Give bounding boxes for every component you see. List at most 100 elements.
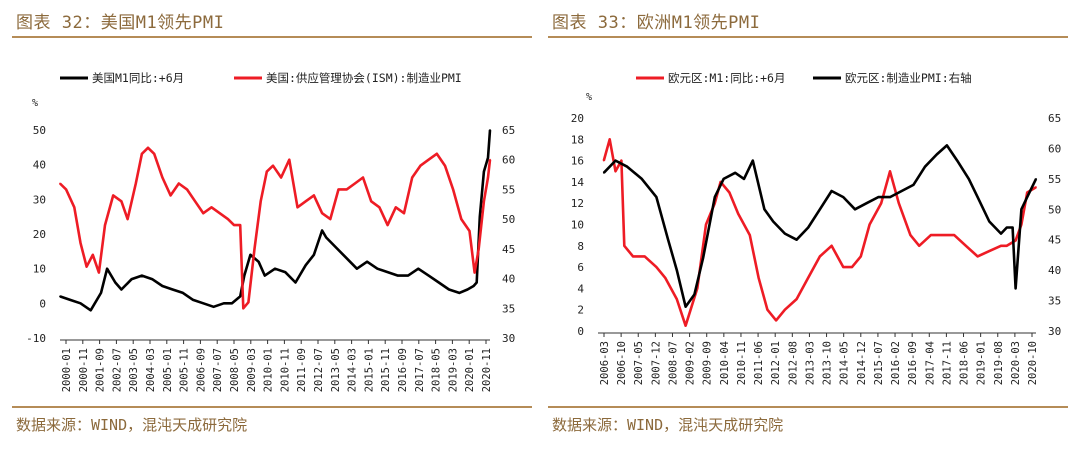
data-point <box>623 244 626 247</box>
data-point <box>222 302 225 305</box>
data-point <box>602 171 605 174</box>
data-point <box>1035 178 1037 180</box>
data-point <box>728 191 731 194</box>
data-point <box>192 299 195 301</box>
data-point <box>1026 196 1029 199</box>
x-tick-label: 2017-04 <box>924 341 936 385</box>
data-point <box>130 278 133 280</box>
data-point <box>854 208 856 211</box>
data-point <box>427 158 430 161</box>
data-point <box>325 236 328 239</box>
chart-area: 美国M1同比:+6月 美国:供应管理协会(ISM):制造业PMI% -10 0 10 20… <box>26 71 515 392</box>
data-point <box>865 202 868 205</box>
data-point <box>345 257 348 260</box>
x-tick-label: 2017-07 <box>414 348 426 392</box>
data-point <box>407 274 409 277</box>
x-tick-label: 2002-07 <box>111 348 123 392</box>
data-point <box>489 158 491 161</box>
data-point <box>257 260 260 263</box>
data-point <box>478 215 481 218</box>
x-tick-label: 2019-03 <box>447 348 459 392</box>
data-point <box>296 206 299 209</box>
data-point <box>313 194 315 197</box>
data-point <box>73 206 76 209</box>
data-point <box>106 267 108 270</box>
data-point <box>757 276 760 279</box>
x-tick-label: 2018-05 <box>431 348 443 392</box>
data-point <box>141 274 143 277</box>
data-point <box>444 164 446 167</box>
x-tick-label: 2012-08 <box>787 341 799 385</box>
data-point <box>483 170 485 173</box>
y-left-tick-label: 8 <box>577 240 584 253</box>
data-point <box>807 276 810 279</box>
data-point <box>448 288 450 291</box>
data-point <box>231 302 233 305</box>
data-point <box>274 267 276 270</box>
data-point <box>946 144 948 147</box>
data-point <box>702 257 704 259</box>
data-point <box>889 196 891 199</box>
x-tick-label: 2009-03 <box>246 348 258 392</box>
y-left-tick-label: 40 <box>33 159 46 172</box>
data-point <box>477 248 480 250</box>
data-point <box>1032 184 1034 186</box>
x-tick-label: 2010-11 <box>736 341 748 385</box>
data-point <box>288 158 291 161</box>
data-point <box>321 229 323 232</box>
data-point <box>419 164 422 167</box>
data-point <box>614 159 617 162</box>
data-point <box>640 178 643 180</box>
data-point <box>956 159 959 162</box>
data-point <box>924 165 926 168</box>
chart-title: 图表 32：美国M1领先PMI <box>16 13 225 33</box>
data-point <box>859 255 862 258</box>
legend-label: 美国M1同比:+6月 <box>92 71 184 85</box>
data-point <box>705 223 707 226</box>
unit-label: % <box>586 92 592 103</box>
data-point <box>104 224 106 227</box>
x-tick-label: 2013-05 <box>330 348 342 392</box>
x-tick-label: 2019-08 <box>993 341 1005 385</box>
y-right-tick-label: 50 <box>502 213 515 226</box>
y-right-tick-label: 45 <box>1048 234 1061 247</box>
data-point <box>889 170 891 173</box>
data-point <box>202 302 205 305</box>
x-tick-label: 2020-01 <box>464 348 476 392</box>
data-point <box>751 159 754 162</box>
data-point <box>763 208 766 211</box>
data-point <box>247 301 250 304</box>
data-point <box>784 308 786 311</box>
y-left-tick-label: 0 <box>577 325 584 338</box>
legend-label: 欧元区:制造业PMI:右轴 <box>845 71 972 85</box>
data-point <box>79 242 82 244</box>
data-point <box>713 196 716 199</box>
x-tick-label: 2006-09 <box>195 348 207 392</box>
data-point <box>98 271 100 274</box>
data-point <box>294 281 297 284</box>
data-point <box>472 285 475 287</box>
data-point <box>202 212 205 215</box>
data-point <box>356 267 358 270</box>
data-point <box>483 200 485 203</box>
unit-label: % <box>32 98 38 109</box>
data-point <box>667 238 669 241</box>
data-point <box>830 244 833 247</box>
chart-panel-right: 图表 33：欧洲M1领先PMI 欧元区:M1:同比:+6月 欧元区:制造业PMI:… <box>548 0 1073 449</box>
series-line <box>59 146 492 310</box>
data-point <box>397 274 399 277</box>
y-left-tick-label: 18 <box>571 133 584 146</box>
data-point <box>489 129 491 131</box>
x-tick-label: 2012-01 <box>770 341 782 385</box>
x-tick-label: 2015-01 <box>363 348 375 392</box>
legend-label: 欧元区:M1:同比:+6月 <box>668 71 785 85</box>
data-point <box>830 190 833 192</box>
chart-panel-left: 图表 32：美国M1领先PMI 美国M1同比:+6月 美国:供应管理协会(ISM)… <box>12 0 537 449</box>
y-left-tick-label: 30 <box>33 193 46 206</box>
x-tick-label: 2006-10 <box>616 341 628 385</box>
y-left-tick-label: 10 <box>571 219 584 232</box>
data-point <box>313 253 315 256</box>
data-point <box>473 271 476 274</box>
data-point <box>249 253 252 256</box>
x-tick-label: 2010-01 <box>263 348 275 392</box>
